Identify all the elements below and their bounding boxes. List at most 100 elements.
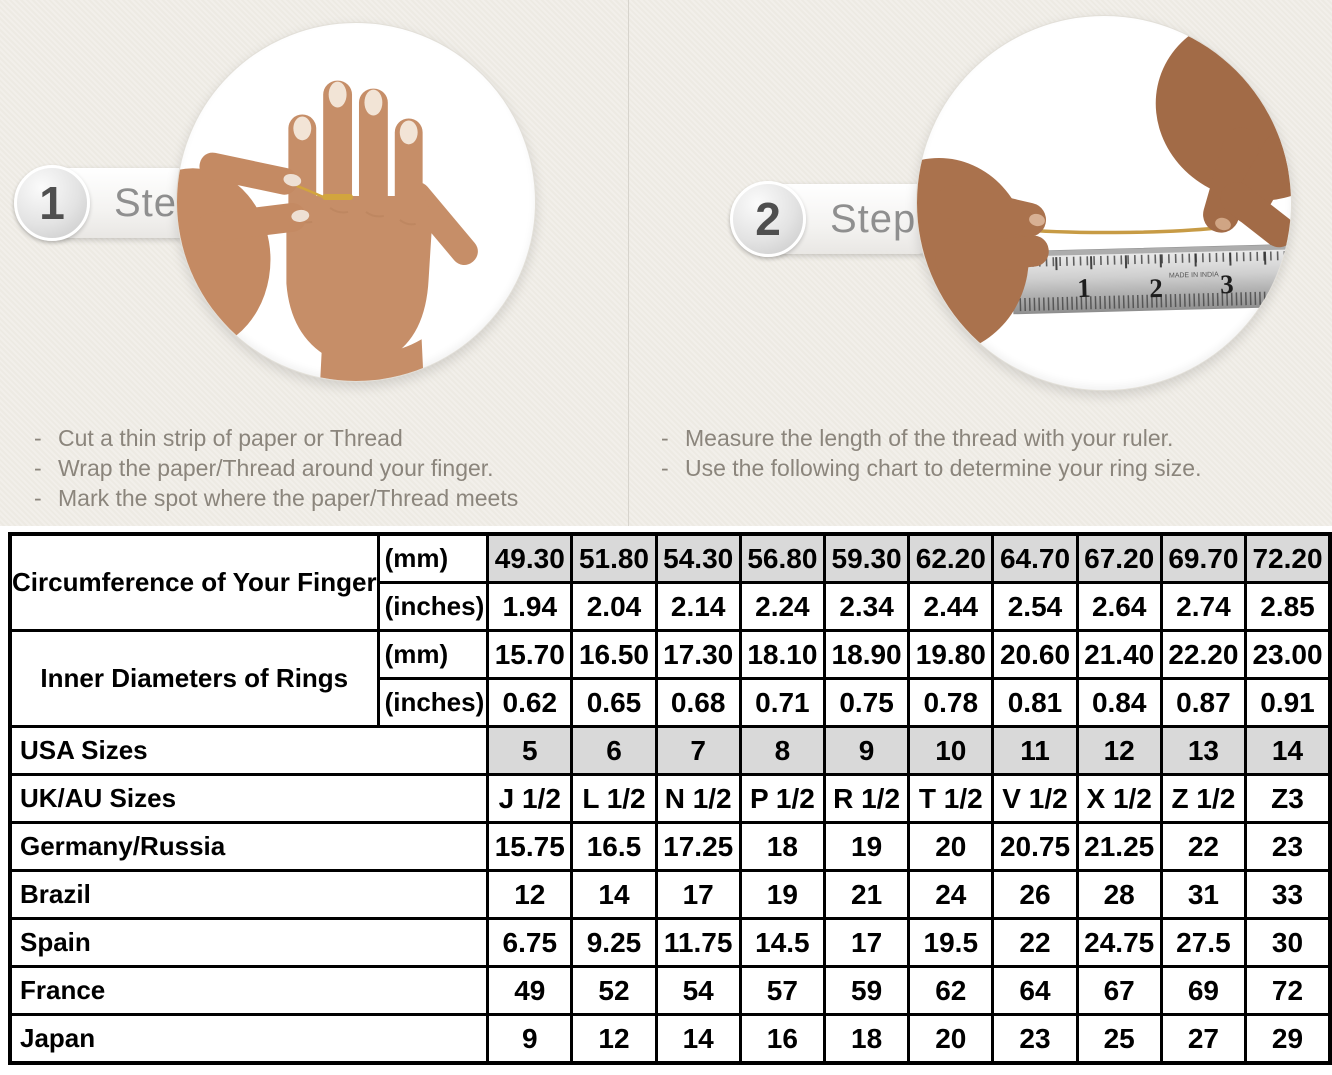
value-cell: 21 [822,869,911,920]
value-cell: 22 [991,917,1079,968]
ring-size-table: Circumference of Your Finger (mm) 49.30 51.… [8,532,1332,1065]
table-row: (inches) 0.62 0.65 0.68 0.71 0.75 0.78 0.81 0.84… [10,677,1332,728]
value-cell: 33 [1244,869,1332,920]
value-cell: 0.71 [738,677,826,728]
value-cell: 18 [822,1013,911,1065]
value-cell: 22 [1159,821,1248,872]
value-cell: 17.25 [654,821,742,872]
value-cell: 17 [654,869,742,920]
value-cell: 67.20 [1075,532,1163,584]
value-cell: 2.85 [1244,581,1332,632]
value-cell: 20 [907,821,995,872]
fingernails [293,81,418,145]
value-cell: 19.80 [907,629,995,680]
instruction-line: - Cut a thin strip of paper or Thread [34,423,518,453]
value-cell: 0.87 [1159,677,1248,728]
value-cell: 16 [738,1013,826,1065]
value-cell: 14 [654,1013,742,1065]
value-cell: 20.60 [991,629,1079,680]
value-cell: 23 [1244,821,1332,872]
value-cell: 64 [991,965,1079,1016]
left-thumbnail [1029,213,1045,227]
value-cell: 18.10 [738,629,826,680]
value-cell: 9 [486,1013,574,1065]
value-cell: 2.54 [991,581,1079,632]
value-cell: Z 1/2 [1159,773,1248,824]
ruler-small-text: MADE IN INDIA [1169,271,1219,279]
value-cell: 0.68 [654,677,742,728]
value-cell: 0.78 [907,677,995,728]
value-cell: 0.65 [570,677,658,728]
value-cell: X 1/2 [1075,773,1163,824]
table-row: France 49 52 54 57 59 62 64 67 69 72 [8,965,1332,1016]
value-cell: 2.74 [1159,581,1248,632]
hand-with-thread-illustration [177,80,478,381]
step-2-badge: 2 Step [730,181,951,257]
table-row: Brazil 12 14 17 19 21 24 26 28 31 33 [8,869,1332,920]
value-cell: 24.75 [1075,917,1163,968]
value-cell: 9 [822,725,911,776]
step-1-instructions: - Cut a thin strip of paper or Thread - … [34,423,518,513]
value-cell: 69 [1159,965,1248,1016]
value-cell: 0.91 [1244,677,1332,728]
row-group-label: Inner Diameters of Rings [8,629,380,728]
value-cell: 59.30 [822,532,911,584]
value-cell: 28 [1075,869,1163,920]
value-cell: 11 [991,725,1079,776]
value-cell: 12 [570,1013,658,1065]
table-row: UK/AU Sizes J 1/2 L 1/2 N 1/2 P 1/2 R 1/2 T 1/… [8,773,1332,824]
value-cell: T 1/2 [907,773,995,824]
instruction-text: Use the following chart to determine you… [685,455,1202,481]
value-cell: 62 [907,965,995,1016]
region-label: Japan [8,1013,490,1065]
value-cell: 17.30 [654,629,742,680]
bullet-dash: - [661,455,669,481]
value-cell: Z3 [1244,773,1332,824]
region-label: Brazil [8,869,490,920]
value-cell: 64.70 [991,532,1079,584]
instruction-text: Cut a thin strip of paper or Thread [58,425,403,451]
value-cell: 20 [907,1013,995,1065]
table-row: USA Sizes 5 6 7 8 9 10 11 12 13 14 [8,725,1332,776]
value-cell: 26 [991,869,1079,920]
value-cell: 23 [991,1013,1079,1065]
value-cell: 18 [738,821,826,872]
value-cell: 20.75 [991,821,1079,872]
value-cell: 19.5 [907,917,995,968]
value-cell: 2.44 [907,581,995,632]
step-2-instructions: - Measure the length of the thread with … [661,423,1201,483]
unit-label: (inches) [376,677,490,728]
value-cell: 2.34 [822,581,911,632]
thread-ring-band [322,194,354,201]
value-cell: 12 [1075,725,1163,776]
value-cell: 9.25 [570,917,658,968]
thread-measuring-illustration: 1 2 3 MADE IN INDIA [917,16,1291,354]
bullet-dash: - [34,425,42,451]
value-cell: 67 [1075,965,1163,1016]
main-hand [286,80,478,381]
value-cell: 54 [654,965,742,1016]
value-cell: L 1/2 [570,773,658,824]
value-cell: P 1/2 [738,773,826,824]
table-row: (inches) 1.94 2.04 2.14 2.24 2.34 2.44 2.54 2.64… [10,581,1332,632]
region-label: Germany/Russia [8,821,490,872]
ruler-number-3: 3 [1220,269,1234,299]
value-cell: 51.80 [570,532,658,584]
value-cell: 54.30 [654,532,742,584]
value-cell: 7 [654,725,742,776]
table-row: Japan 9 12 14 16 18 20 23 25 27 29 [8,1013,1332,1065]
value-cell: 16.50 [570,629,658,680]
value-cell: 69.70 [1159,532,1248,584]
value-cell: 0.81 [991,677,1079,728]
value-cell: 25 [1075,1013,1163,1065]
value-cell: 14 [570,869,658,920]
bullet-dash: - [34,485,42,511]
value-cell: 29 [1244,1013,1332,1065]
ruler-number-1: 1 [1077,273,1091,303]
table-row: Inner Diameters of Rings (mm) 15.70 16.50 17… [8,629,1332,728]
value-cell: 24 [907,869,995,920]
step-1-photo [176,22,536,382]
size-table-body: Circumference of Your Finger (mm) 49.30 51.… [8,532,1332,1065]
value-cell: 59 [822,965,911,1016]
value-cell: 16.5 [570,821,658,872]
